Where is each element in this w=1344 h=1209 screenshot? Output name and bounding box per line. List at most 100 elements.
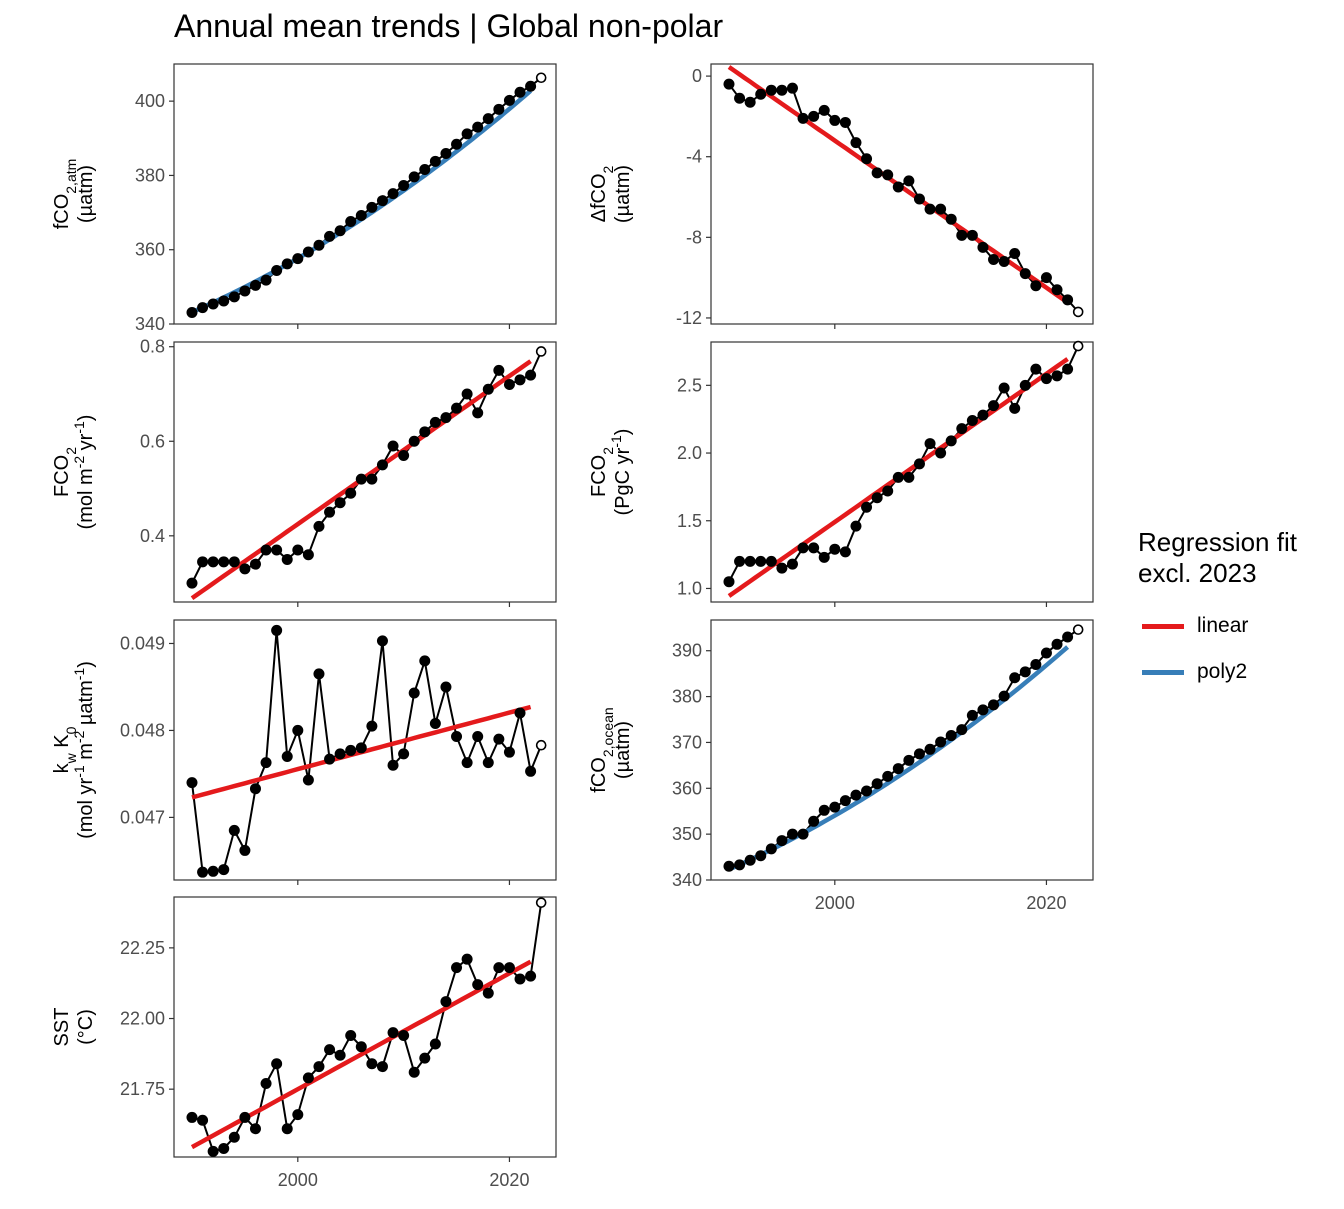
panel-border [173, 63, 557, 325]
y-axis-label-line: (µatm) [612, 165, 634, 223]
data-point [292, 1109, 304, 1121]
data-point [218, 556, 230, 568]
y-axis-label-line: SST [51, 1008, 73, 1047]
panel-fco2-flux-area: 0.4 0.6 0.8 FCO2(mol m-2 yr-1) [51, 337, 557, 607]
data-point [249, 279, 261, 291]
data-point [376, 195, 388, 207]
data-point [345, 744, 357, 756]
data-point [924, 203, 936, 215]
data-point [387, 1027, 399, 1039]
data-point [797, 542, 809, 554]
data-point [355, 210, 367, 222]
data-point [765, 84, 777, 96]
y-tick-label: -12 [676, 308, 702, 328]
legend-item-poly2: poly2 [1138, 657, 1318, 687]
data-point [186, 306, 198, 318]
data-point [913, 458, 925, 470]
y-axis-label-line: (PgC yr-1) [608, 429, 634, 516]
data-point [228, 556, 240, 568]
data-point [818, 104, 830, 116]
y-tick-label: 22.00 [120, 1009, 165, 1029]
x-tick-label: 2020 [1026, 893, 1066, 913]
data-point [829, 543, 841, 555]
data-point [882, 169, 894, 181]
data-point [786, 82, 798, 94]
data-point [313, 1061, 325, 1073]
y-tick-label: 390 [672, 641, 702, 661]
y-axis-label-line: (°C) [75, 1009, 97, 1045]
data-point [765, 555, 777, 567]
data-point [408, 435, 420, 447]
data-point [503, 94, 515, 106]
data-point [472, 407, 484, 419]
data-point [977, 409, 989, 421]
data-point [514, 86, 526, 98]
y-tick-label: 370 [672, 732, 702, 752]
data-point [186, 1111, 198, 1123]
data-point-open [535, 72, 547, 84]
data-point [988, 699, 1000, 711]
y-axis-label-line: fCO2,atm [51, 159, 79, 230]
data-point [324, 753, 336, 765]
data-point [271, 544, 283, 556]
data-point [408, 1066, 420, 1078]
data-point [440, 681, 452, 693]
y-axis-label: fCO2,ocean(µatm) [588, 707, 634, 792]
data-point [366, 201, 378, 213]
data-point [988, 400, 1000, 412]
data-point [503, 962, 515, 974]
series-line [728, 628, 1079, 868]
y-tick-label: 0.8 [140, 337, 165, 357]
panel-border [710, 619, 1094, 881]
data-point [281, 553, 293, 565]
data-point [945, 213, 957, 225]
data-point [525, 970, 537, 982]
data-point [998, 256, 1010, 268]
y-tick-label: 0.047 [120, 807, 165, 827]
y-tick-label: 340 [672, 870, 702, 890]
y-axis-label-line: (mol m-2 yr-1) [71, 415, 97, 530]
y-tick-label: 0.6 [140, 431, 165, 451]
data-point [850, 520, 862, 532]
data-point [355, 1041, 367, 1053]
data-point [913, 193, 925, 205]
data-point-open [1072, 624, 1084, 635]
data-point [218, 864, 230, 876]
data-point [734, 555, 746, 567]
data-point [829, 114, 841, 126]
data-point [228, 824, 240, 836]
legend-swatch-poly2 [1142, 670, 1184, 675]
x-tick-label: 2000 [278, 1170, 318, 1190]
data-point [366, 1058, 378, 1070]
data-point [376, 635, 388, 647]
data-point [786, 828, 798, 840]
data-point [493, 103, 505, 115]
data-point [493, 962, 505, 974]
data-point [429, 416, 441, 428]
y-tick-label: 340 [135, 314, 165, 334]
data-point [525, 765, 537, 777]
data-point [260, 1078, 272, 1090]
data-point [345, 487, 357, 499]
data-point [271, 265, 283, 277]
legend-item-linear: linear [1138, 611, 1318, 641]
data-point [292, 253, 304, 265]
y-tick-label: 0 [692, 66, 702, 86]
data-point [472, 979, 484, 991]
data-point [734, 92, 746, 104]
data-point [440, 148, 452, 160]
data-point-open [535, 739, 547, 751]
data-point [249, 558, 261, 570]
data-point [461, 953, 473, 965]
panel-kw-k0: 0.047 0.048 0.049 kw K0(mol yr-1 m-2 µatm-1… [51, 619, 557, 885]
data-point [419, 1052, 431, 1064]
data-point [461, 388, 473, 400]
y-tick-label: 0.4 [140, 526, 165, 546]
data-point [935, 203, 947, 215]
data-point [218, 1143, 230, 1155]
data-point [366, 720, 378, 732]
data-point [514, 707, 526, 719]
panel-border [173, 341, 557, 603]
data-point [345, 215, 357, 227]
